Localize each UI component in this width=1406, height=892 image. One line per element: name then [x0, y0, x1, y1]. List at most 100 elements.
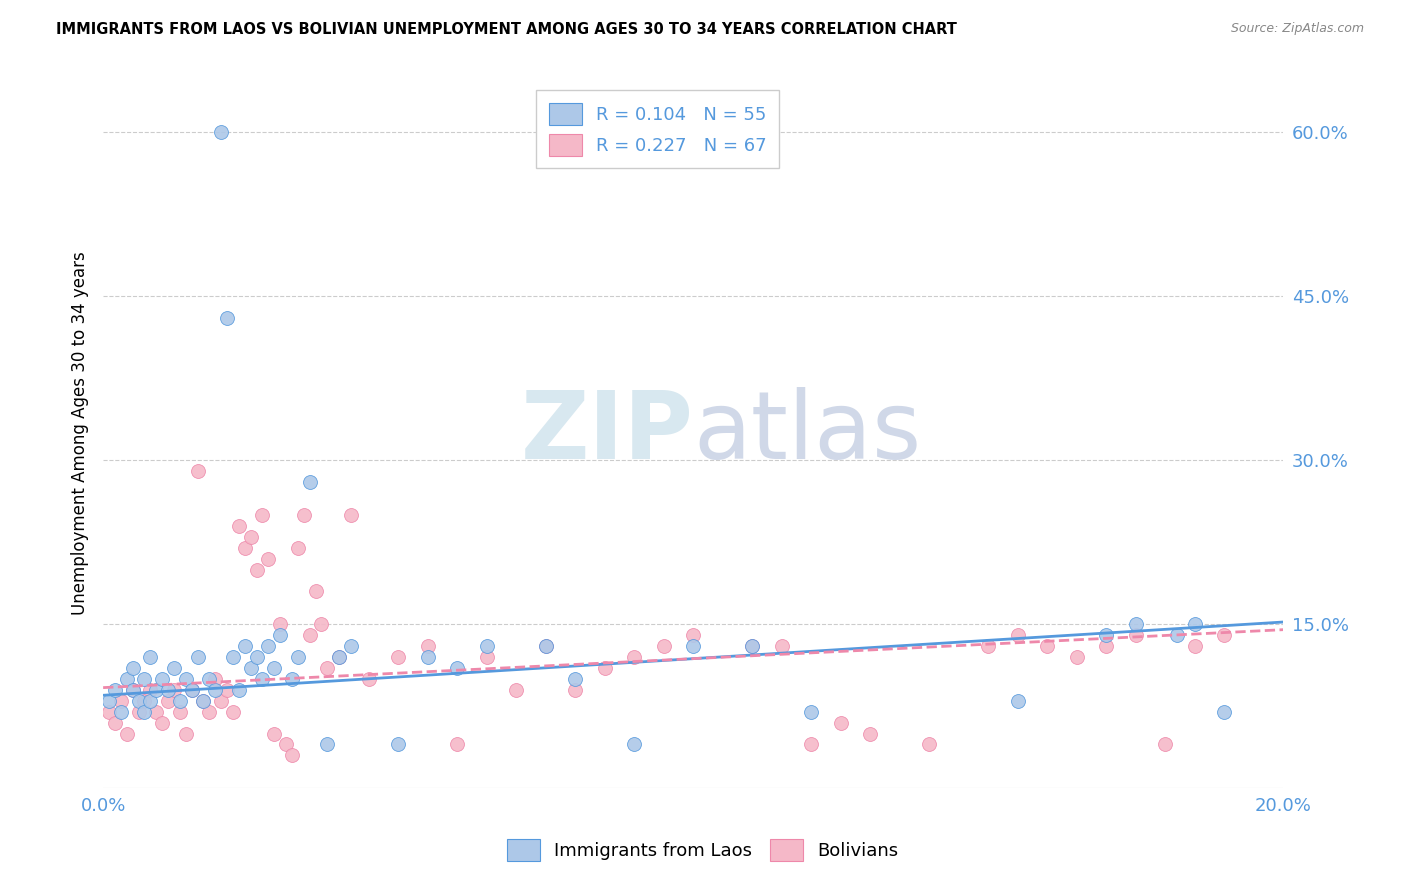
Point	[134, 672, 156, 686]
Point	[157, 694, 180, 708]
Legend: R = 0.104   N = 55, R = 0.227   N = 67: R = 0.104 N = 55, R = 0.227 N = 67	[537, 90, 779, 169]
Point	[134, 694, 156, 708]
Point	[228, 682, 250, 697]
Point	[104, 682, 127, 697]
Point	[139, 682, 162, 697]
Point	[263, 726, 285, 740]
Point	[387, 650, 409, 665]
Point	[416, 650, 439, 665]
Point	[281, 748, 304, 763]
Point	[257, 639, 280, 653]
Point	[1184, 639, 1206, 653]
Point	[104, 715, 127, 730]
Point	[215, 682, 238, 697]
Point	[193, 694, 215, 708]
Point	[163, 661, 186, 675]
Point	[652, 639, 675, 653]
Point	[98, 694, 121, 708]
Point	[623, 650, 645, 665]
Point	[1095, 628, 1118, 642]
Point	[918, 738, 941, 752]
Point	[150, 715, 173, 730]
Point	[298, 475, 321, 489]
Point	[245, 562, 267, 576]
Point	[98, 705, 121, 719]
Point	[157, 682, 180, 697]
Point	[110, 705, 132, 719]
Point	[311, 617, 333, 632]
Point	[128, 705, 150, 719]
Text: ZIP: ZIP	[520, 387, 693, 479]
Point	[328, 650, 350, 665]
Point	[340, 639, 363, 653]
Point	[534, 639, 557, 653]
Point	[180, 682, 202, 697]
Point	[145, 705, 167, 719]
Point	[446, 661, 468, 675]
Point	[298, 628, 321, 642]
Point	[169, 694, 191, 708]
Point	[1213, 628, 1236, 642]
Point	[180, 682, 202, 697]
Point	[215, 311, 238, 326]
Point	[110, 694, 132, 708]
Point	[274, 738, 297, 752]
Point	[287, 541, 309, 555]
Point	[770, 639, 793, 653]
Point	[222, 650, 245, 665]
Point	[228, 518, 250, 533]
Point	[1007, 628, 1029, 642]
Point	[859, 726, 882, 740]
Point	[121, 682, 143, 697]
Text: IMMIGRANTS FROM LAOS VS BOLIVIAN UNEMPLOYMENT AMONG AGES 30 TO 34 YEARS CORRELAT: IMMIGRANTS FROM LAOS VS BOLIVIAN UNEMPLO…	[56, 22, 957, 37]
Point	[1154, 738, 1177, 752]
Point	[534, 639, 557, 653]
Point	[269, 617, 291, 632]
Point	[1166, 628, 1188, 642]
Point	[800, 705, 823, 719]
Point	[269, 628, 291, 642]
Point	[340, 508, 363, 522]
Point	[174, 726, 197, 740]
Point	[682, 639, 704, 653]
Point	[257, 551, 280, 566]
Point	[263, 661, 285, 675]
Point	[446, 738, 468, 752]
Point	[139, 650, 162, 665]
Point	[145, 682, 167, 697]
Point	[233, 639, 256, 653]
Point	[121, 682, 143, 697]
Point	[564, 672, 586, 686]
Legend: Immigrants from Laos, Bolivians: Immigrants from Laos, Bolivians	[499, 830, 907, 870]
Point	[233, 541, 256, 555]
Point	[209, 125, 232, 139]
Point	[304, 584, 326, 599]
Point	[239, 661, 262, 675]
Point	[121, 661, 143, 675]
Point	[1125, 628, 1147, 642]
Point	[198, 672, 221, 686]
Point	[287, 650, 309, 665]
Point	[198, 705, 221, 719]
Point	[128, 694, 150, 708]
Point	[741, 639, 763, 653]
Point	[187, 650, 209, 665]
Point	[115, 672, 138, 686]
Text: atlas: atlas	[693, 387, 921, 479]
Point	[209, 694, 232, 708]
Point	[134, 705, 156, 719]
Point	[204, 672, 226, 686]
Point	[1125, 617, 1147, 632]
Point	[316, 661, 339, 675]
Point	[222, 705, 245, 719]
Point	[564, 682, 586, 697]
Point	[1213, 705, 1236, 719]
Point	[475, 639, 498, 653]
Point	[174, 672, 197, 686]
Point	[505, 682, 527, 697]
Point	[1007, 694, 1029, 708]
Point	[281, 672, 304, 686]
Point	[193, 694, 215, 708]
Point	[623, 738, 645, 752]
Point	[115, 726, 138, 740]
